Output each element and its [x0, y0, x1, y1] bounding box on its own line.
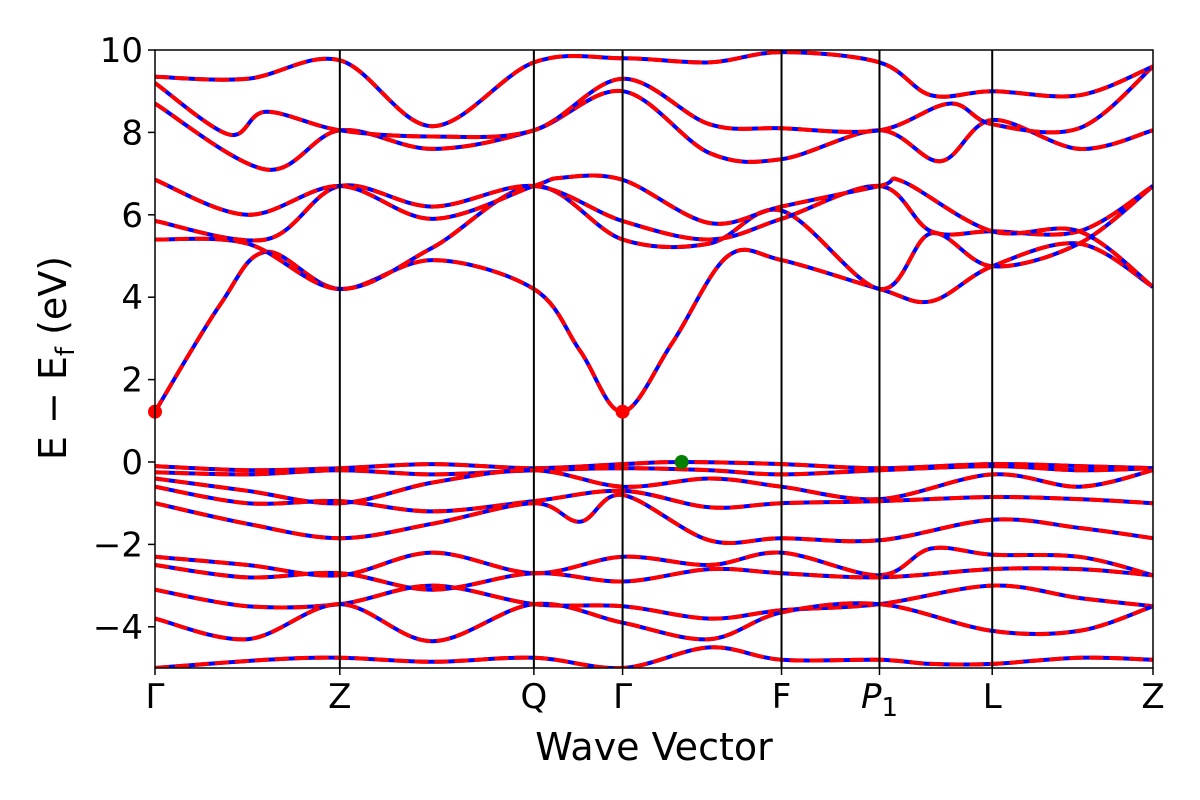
x-axis-label: Wave Vector [535, 725, 773, 769]
x-tick-label-3: Γ [613, 677, 632, 717]
y-axis-label-subscript: f [51, 346, 81, 356]
x-tick-label-4: F [772, 677, 792, 717]
y-tick-label-5: 6 [121, 196, 143, 236]
x-tick-label-7: Z [1141, 677, 1164, 717]
y-axis-label-main: E − E [31, 356, 75, 460]
band-5-blue [155, 64, 1153, 140]
x-tick-label-2: Q [520, 677, 547, 717]
y-tick-label-1: −2 [93, 525, 143, 565]
x-tick-label-1: Z [328, 677, 351, 717]
x-axis-ticks: Γ Z Q Γ F P1 L Z [146, 668, 1165, 723]
extrema-markers [148, 404, 689, 469]
band-1-red [155, 183, 1153, 292]
y-tick-label-3: 2 [121, 361, 143, 401]
band-12-blue [155, 545, 1153, 578]
x-tick-label-0: Γ [146, 677, 165, 717]
band-16-red [155, 645, 1153, 668]
band-15-red [155, 601, 1153, 644]
band-12-red [155, 545, 1153, 578]
high-symmetry-lines [338, 50, 994, 668]
band-4-red [155, 89, 1153, 172]
vbm-marker-2 [674, 455, 689, 469]
x-tick-label-5: P1 [861, 677, 898, 723]
bands-layer [155, 50, 1153, 668]
y-axis-label: E − Ef (eV) [31, 256, 81, 460]
y-tick-label-4: 4 [121, 278, 143, 318]
band-4-blue [155, 89, 1153, 172]
band-0-red [155, 241, 1153, 414]
y-tick-label-7: 10 [100, 31, 143, 71]
y-axis-label-unit: (eV) [31, 256, 75, 347]
y-tick-label-2: 0 [121, 443, 143, 483]
band-0-blue [155, 241, 1153, 414]
band-8-red [155, 464, 1153, 477]
y-axis-ticks: −4 −2 0 2 4 6 8 10 [93, 31, 155, 648]
band-3-red [155, 173, 1153, 289]
band-7-red [155, 459, 1153, 473]
band-5-red [155, 64, 1153, 140]
plot-frame [154, 49, 1154, 669]
y-tick-label-6: 8 [121, 113, 143, 153]
y-tick-label-0: −4 [93, 608, 143, 648]
cbm-marker-1 [615, 404, 630, 419]
x-tick-label-6: L [983, 677, 1002, 717]
